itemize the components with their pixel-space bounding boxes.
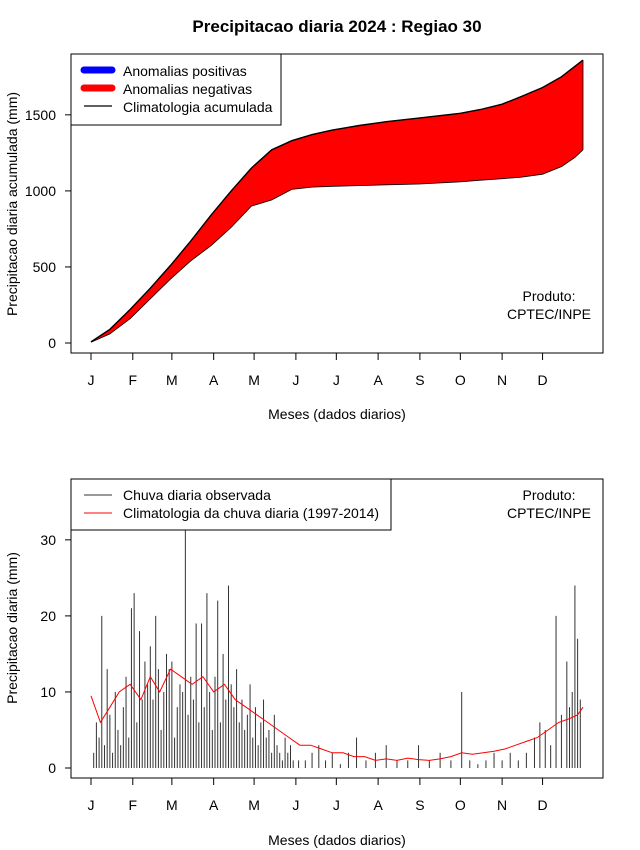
credit-line-2: CPTEC/INPE bbox=[507, 306, 591, 322]
y-axis: 0 500 1000 1500 bbox=[25, 107, 71, 351]
x-tick-label: M bbox=[248, 797, 260, 813]
y-tick-label: 20 bbox=[40, 608, 56, 624]
credit-line-1: Produto: bbox=[523, 288, 576, 304]
y-tick-label: 30 bbox=[40, 532, 56, 548]
x-tick-label: M bbox=[166, 372, 178, 388]
accumulated-chart: 0 500 1000 1500 J F M A M J J A S O N D Meses (dados d… bbox=[4, 53, 604, 422]
legend-label-positive: Anomalias positivas bbox=[123, 63, 247, 79]
x-tick-label: A bbox=[373, 372, 383, 388]
credit-line-1: Produto: bbox=[523, 487, 576, 503]
x-tick-label: J bbox=[292, 797, 299, 813]
y-tick-label: 1000 bbox=[25, 183, 56, 199]
anomaly-area bbox=[91, 60, 583, 343]
legend: Chuva diaria observada Climatologia da c… bbox=[70, 478, 392, 531]
x-tick-label: F bbox=[129, 797, 138, 813]
x-tick-label: J bbox=[333, 372, 340, 388]
observed-accumulated-line bbox=[90, 149, 584, 343]
legend-label-climatology: Climatologia da chuva diaria (1997-2014) bbox=[123, 505, 379, 521]
legend-label-climatology: Climatologia acumulada bbox=[123, 99, 273, 115]
climatology-line bbox=[90, 668, 584, 761]
y-axis-label: Precipitacao diaria acumulada (mm) bbox=[4, 92, 20, 316]
y-tick-label: 1500 bbox=[25, 107, 56, 123]
x-tick-label: O bbox=[455, 372, 466, 388]
y-axis: 0 10 20 30 bbox=[40, 532, 71, 776]
negative-anomaly-area bbox=[91, 60, 583, 343]
x-tick-label: N bbox=[497, 372, 507, 388]
legend-label-observed: Chuva diaria observada bbox=[123, 487, 271, 503]
x-tick-label: D bbox=[537, 797, 547, 813]
plot-frame bbox=[70, 53, 604, 354]
y-tick-label: 10 bbox=[40, 684, 56, 700]
x-tick-label: A bbox=[209, 797, 219, 813]
x-tick-label: S bbox=[415, 797, 424, 813]
y-tick-label: 500 bbox=[33, 259, 57, 275]
x-tick-label: A bbox=[373, 797, 383, 813]
legend-label-negative: Anomalias negativas bbox=[123, 81, 252, 97]
climatology-daily-line bbox=[90, 668, 584, 761]
y-tick-label: 0 bbox=[48, 335, 56, 351]
x-tick-label: A bbox=[209, 372, 219, 388]
credit-line-2: CPTEC/INPE bbox=[507, 505, 591, 521]
x-axis-label: Meses (dados diarios) bbox=[268, 832, 406, 848]
x-tick-label: M bbox=[166, 797, 178, 813]
x-tick-label: O bbox=[455, 797, 466, 813]
observed-bars bbox=[93, 517, 581, 768]
x-tick-label: J bbox=[333, 797, 340, 813]
chart-lines bbox=[90, 59, 584, 343]
figure-title: Precipitacao diaria 2024 : Regiao 30 bbox=[192, 17, 481, 36]
x-axis-label: Meses (dados diarios) bbox=[268, 406, 406, 422]
daily-chart: 0 10 20 30 J F M A M J J A S O N D Meses (dados diario… bbox=[4, 478, 604, 848]
climatology-accumulated-line bbox=[90, 59, 584, 343]
legend-box bbox=[70, 478, 392, 531]
legend: Anomalias positivas Anomalias negativas … bbox=[70, 53, 282, 126]
x-tick-label: M bbox=[248, 372, 260, 388]
y-tick-label: 0 bbox=[48, 760, 56, 776]
x-tick-label: J bbox=[292, 372, 299, 388]
x-tick-label: D bbox=[537, 372, 547, 388]
x-tick-label: S bbox=[415, 372, 424, 388]
x-tick-label: J bbox=[88, 372, 95, 388]
x-tick-label: J bbox=[88, 797, 95, 813]
x-tick-label: N bbox=[497, 797, 507, 813]
y-axis-label: Precipitacao diaria (mm) bbox=[4, 552, 20, 704]
x-tick-label: F bbox=[129, 372, 138, 388]
